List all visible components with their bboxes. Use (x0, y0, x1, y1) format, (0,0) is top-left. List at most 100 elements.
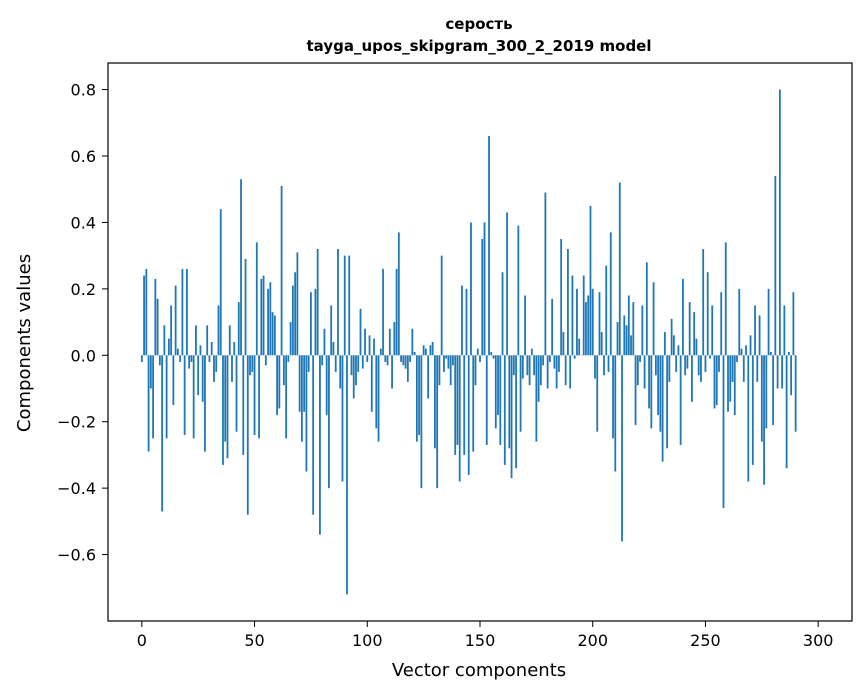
x-tick-label: 100 (352, 631, 383, 650)
bar (314, 288, 317, 356)
bar (657, 355, 660, 416)
bar (603, 355, 605, 376)
bar (528, 355, 531, 386)
bar (760, 355, 763, 442)
bar (720, 292, 723, 356)
bar (346, 355, 348, 595)
bar (454, 355, 457, 455)
bar (672, 335, 675, 356)
bar (659, 355, 662, 432)
bar (434, 355, 436, 449)
bar (497, 355, 499, 416)
bar (526, 355, 529, 376)
bar (749, 335, 752, 356)
bar (415, 355, 418, 442)
bar (373, 338, 375, 356)
bar (206, 325, 209, 356)
bar (294, 272, 297, 356)
bar (713, 355, 716, 409)
bar (181, 268, 184, 356)
bar (709, 355, 711, 359)
bar (729, 355, 732, 402)
bar (702, 249, 705, 356)
bar (449, 355, 452, 386)
bar (772, 355, 774, 426)
y-tick-label: 0.2 (71, 280, 96, 299)
bar (452, 355, 454, 366)
bar (192, 355, 195, 439)
bar (384, 355, 387, 362)
bar (605, 265, 608, 356)
bar (774, 175, 777, 356)
bar (366, 355, 369, 362)
bar (249, 355, 251, 376)
bar (296, 252, 299, 356)
bar (167, 338, 170, 356)
bar (406, 355, 409, 382)
bar (237, 302, 240, 356)
bar (652, 282, 655, 356)
bar (413, 351, 416, 356)
bar (213, 355, 215, 382)
bar (515, 355, 517, 469)
bar (492, 355, 495, 359)
bar (334, 355, 337, 372)
bar (510, 355, 513, 479)
bar (756, 355, 759, 382)
bar (253, 355, 256, 435)
bar (375, 355, 378, 429)
bar (156, 298, 159, 356)
bar (551, 298, 554, 356)
bar (176, 348, 179, 356)
bar (612, 355, 614, 439)
bar (217, 305, 220, 356)
bar (677, 345, 680, 356)
bar (411, 328, 414, 356)
bar (278, 355, 281, 409)
bar (443, 355, 445, 372)
bar (436, 355, 439, 489)
bar (289, 322, 292, 356)
bar (666, 355, 669, 449)
bar (161, 355, 164, 512)
y-tick-label: −0.6 (57, 546, 96, 565)
bar (754, 305, 756, 356)
bar (465, 288, 468, 356)
bar (567, 249, 569, 356)
x-tick-label: 0 (137, 631, 147, 650)
x-tick-label: 150 (465, 631, 496, 650)
bar (607, 355, 610, 372)
bar (790, 355, 793, 396)
bar (370, 355, 373, 412)
bar (594, 355, 596, 379)
bar (328, 355, 330, 489)
bar (316, 249, 319, 356)
y-tick-label: 0.8 (71, 81, 96, 100)
bar (576, 288, 578, 356)
bar (792, 292, 795, 356)
bar (201, 355, 204, 402)
bar (235, 355, 238, 432)
bar (291, 285, 294, 356)
bar (686, 355, 689, 369)
bar (587, 295, 590, 356)
bar (560, 239, 563, 356)
bar (627, 295, 630, 356)
bar (285, 355, 288, 439)
bar (479, 355, 481, 362)
bar (654, 355, 657, 376)
bar (233, 342, 236, 356)
bar (544, 192, 547, 356)
bar (228, 325, 231, 356)
bar (264, 355, 267, 366)
bar (738, 288, 741, 356)
bar (310, 292, 312, 356)
bar (158, 355, 161, 366)
bar (470, 222, 472, 356)
bar (472, 355, 475, 452)
bar-series (140, 89, 797, 595)
bar (691, 355, 693, 402)
bar (359, 308, 362, 356)
bar (641, 305, 644, 356)
bar (682, 278, 684, 356)
